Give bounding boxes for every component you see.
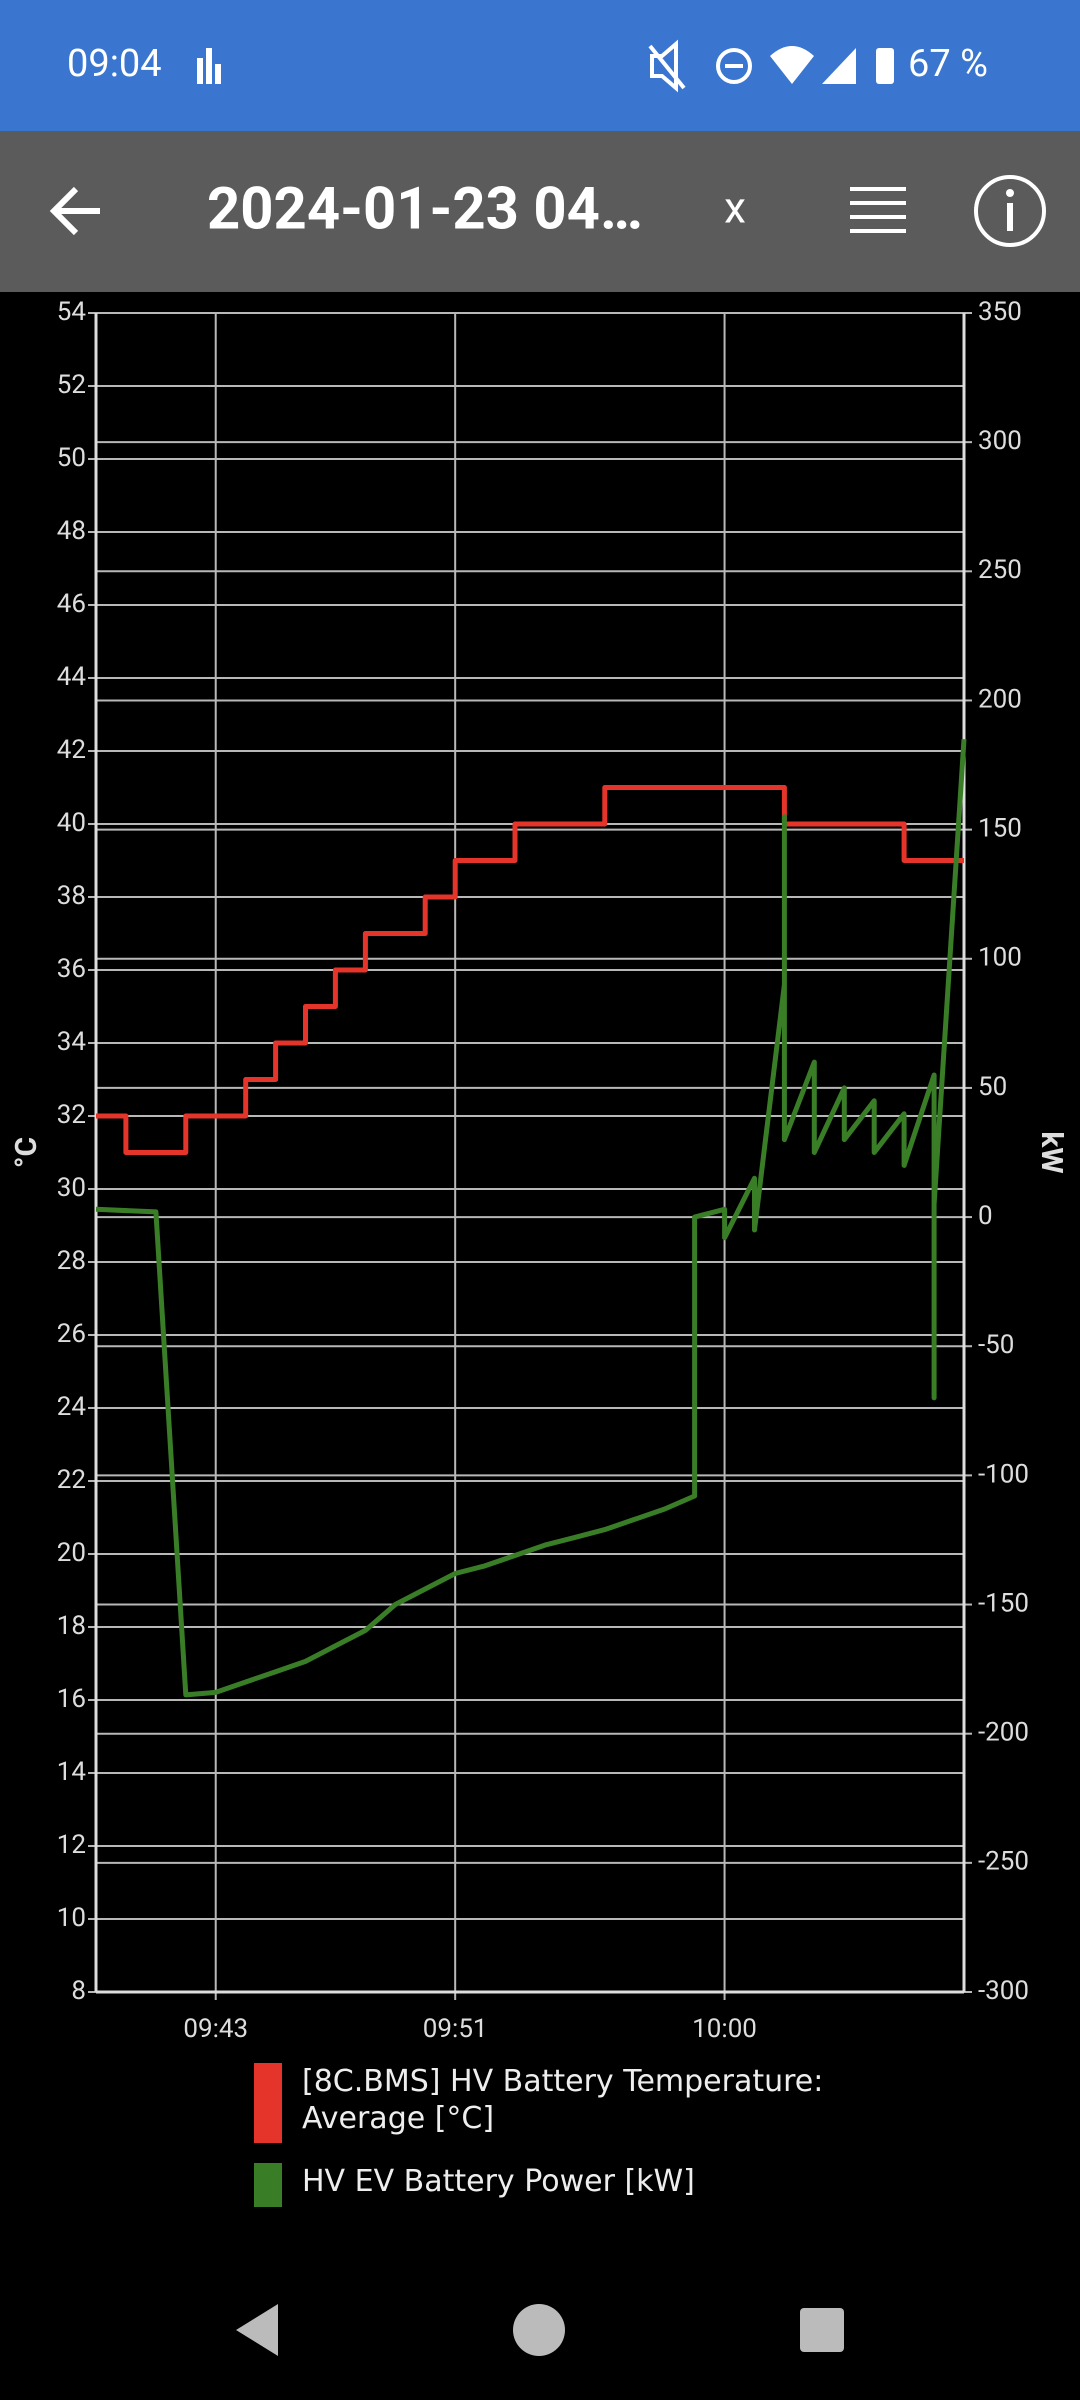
close-button[interactable]: x (724, 182, 746, 234)
y-tick-label: 34 (57, 1027, 87, 1057)
battery-percent: 67 % (908, 42, 988, 86)
y-tick-label: 22 (57, 1465, 86, 1495)
nav-home[interactable] (513, 2304, 565, 2356)
y-tick-label: 44 (57, 662, 87, 692)
y-tick-label: 12 (57, 1830, 86, 1860)
y2-tick-label: 350 (978, 297, 1022, 327)
y-tick-label: 24 (57, 1392, 87, 1422)
legend-label: HV EV Battery Power [kW] (302, 2164, 695, 2199)
y-tick-label: 46 (57, 589, 86, 619)
y2-tick-label: -100 (978, 1459, 1029, 1489)
y-tick-label: 40 (57, 808, 86, 838)
y-axis-label: °C (9, 1137, 44, 1168)
y2-tick-label: 0 (978, 1201, 993, 1231)
y-tick-label: 32 (57, 1100, 86, 1130)
legend-item: [8C.BMS] HV Battery Temperature: Average… (254, 2063, 874, 2143)
legend-label: [8C.BMS] HV Battery Temperature: Average… (302, 2064, 824, 2136)
y-tick-label: 18 (57, 1611, 86, 1641)
y2-tick-label: 200 (978, 684, 1022, 714)
y2-tick-label: -200 (978, 1718, 1029, 1748)
y2-axis-label: kW (1034, 1131, 1069, 1173)
y2-tick-label: -300 (978, 1976, 1029, 2006)
y2-tick-label: -150 (978, 1588, 1029, 1618)
toolbar: 2024-01-23 04… x (0, 131, 1080, 292)
y-tick-label: 14 (57, 1757, 87, 1787)
battery-icon (876, 48, 894, 84)
y-tick-label: 28 (57, 1246, 86, 1276)
cell-icon (822, 48, 856, 84)
dnd-icon (716, 48, 752, 84)
status-bar: 09:04 67 % (0, 0, 1080, 131)
list-button[interactable] (850, 187, 906, 233)
back-button[interactable] (49, 186, 100, 236)
y-tick-label: 38 (57, 881, 86, 911)
legend-item: HV EV Battery Power [kW] (254, 2163, 874, 2207)
y-tick-label: 48 (57, 516, 86, 546)
wifi-icon (770, 46, 814, 84)
y2-tick-label: -250 (978, 1847, 1029, 1877)
y2-tick-label: 300 (978, 426, 1022, 456)
legend-swatch (254, 2163, 282, 2207)
mute-icon (648, 39, 686, 93)
series-line (95, 739, 967, 1698)
y-tick-label: 8 (71, 1976, 86, 2006)
y-tick-label: 26 (57, 1319, 86, 1349)
nav-bar (236, 2304, 844, 2356)
chart: 8 10 12 14 16 18 20 22 24 26 28 30 32 34 36 38 40 42 44 46 4… (9, 297, 1069, 2044)
series-line (96, 785, 964, 1155)
y2-tick-label: 150 (978, 813, 1022, 843)
y-tick-label: 30 (57, 1173, 86, 1203)
y-tick-label: 36 (57, 954, 86, 984)
y-tick-label: 16 (57, 1684, 86, 1714)
x-tick-label: 10:00 (692, 2014, 757, 2044)
y-tick-label: 42 (57, 735, 86, 765)
legend-swatch (254, 2063, 282, 2143)
toolbar-title: 2024-01-23 04… (207, 175, 643, 243)
signal-activity-icon (197, 48, 221, 84)
nav-back[interactable] (236, 2304, 278, 2356)
info-button[interactable] (974, 175, 1046, 247)
y-tick-label: 52 (57, 370, 86, 400)
y-tick-label: 54 (57, 297, 87, 327)
y2-tick-label: 250 (978, 555, 1022, 585)
y-tick-label: 20 (57, 1538, 86, 1568)
y-tick-label: 50 (57, 443, 86, 473)
x-tick-label: 09:43 (183, 2014, 248, 2044)
x-tick-label: 09:51 (423, 2014, 488, 2044)
y2-tick-label: 50 (978, 1072, 1007, 1102)
legend: [8C.BMS] HV Battery Temperature: Average… (254, 2063, 874, 2227)
nav-recents[interactable] (800, 2308, 844, 2352)
clock: 09:04 (67, 42, 162, 86)
y-tick-label: 10 (57, 1903, 86, 1933)
y2-tick-label: -50 (978, 1330, 1014, 1360)
y2-tick-label: 100 (978, 943, 1022, 973)
